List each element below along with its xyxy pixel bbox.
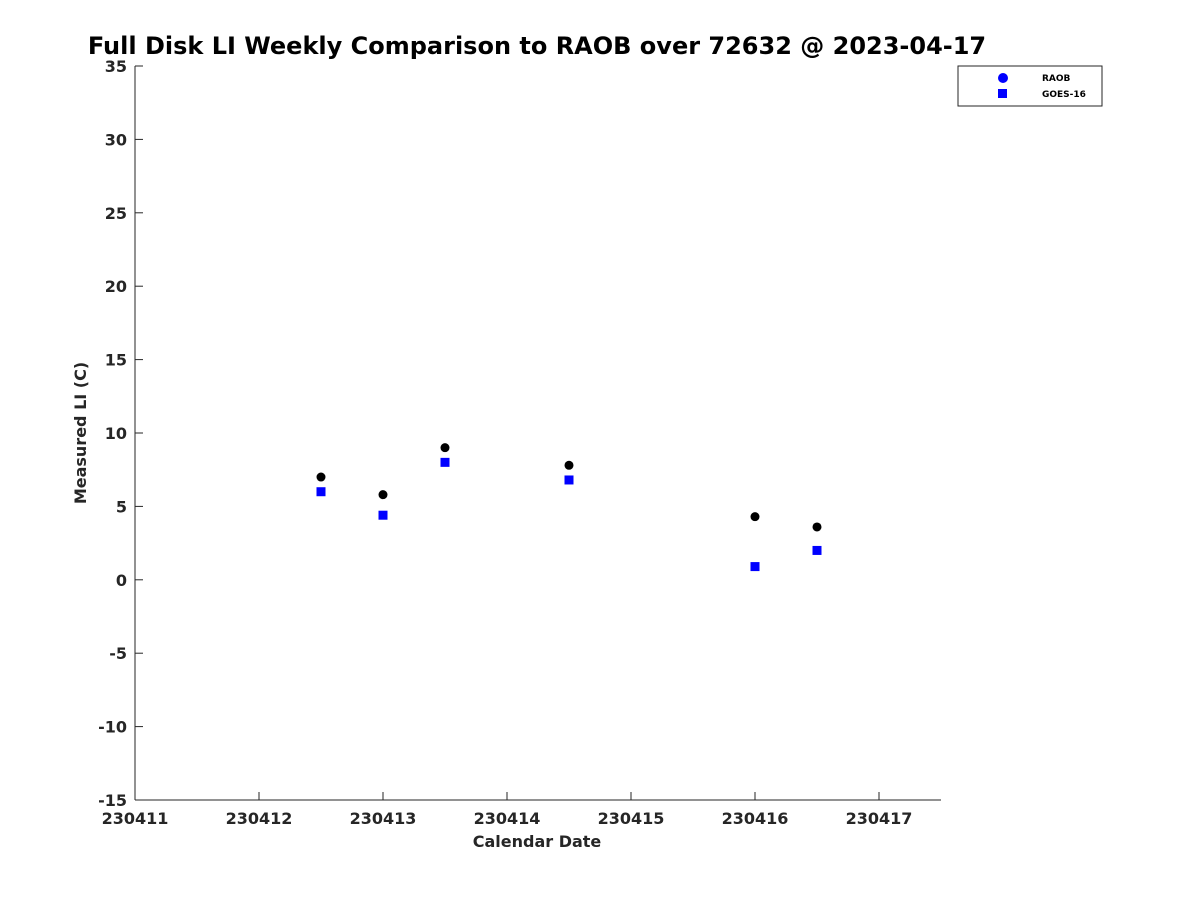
raob-point bbox=[750, 512, 760, 522]
y-tick-label: 15 bbox=[105, 351, 127, 370]
raob-point bbox=[440, 443, 450, 453]
goes-16-point bbox=[564, 475, 574, 485]
x-tick-label: 230416 bbox=[722, 809, 789, 828]
legend-label-raob: RAOB bbox=[1042, 74, 1071, 84]
goes-16-point bbox=[378, 510, 388, 520]
x-axis-label: Calendar Date bbox=[473, 832, 602, 851]
y-tick-label: 5 bbox=[116, 497, 127, 516]
goes-16-point bbox=[750, 562, 760, 572]
y-tick-label: -10 bbox=[98, 718, 127, 737]
goes-16-point bbox=[316, 487, 326, 497]
x-tick-label: 230415 bbox=[598, 809, 665, 828]
x-tick-label: 230413 bbox=[350, 809, 417, 828]
raob-point bbox=[316, 472, 326, 482]
legend-marker-raob bbox=[998, 73, 1008, 83]
legend-marker-goes-16 bbox=[998, 89, 1007, 98]
y-tick-label: 0 bbox=[116, 571, 127, 590]
y-axis-label: Measured LI (C) bbox=[71, 362, 90, 504]
y-tick-label: 30 bbox=[105, 130, 127, 149]
legend-label-goes-16: GOES-16 bbox=[1042, 90, 1086, 100]
raob-point bbox=[564, 460, 574, 470]
goes-16-point bbox=[440, 457, 450, 467]
x-ticks: 230411 230412 230413 230414 230415 230416 2304… bbox=[102, 792, 913, 828]
x-tick-label: 230417 bbox=[846, 809, 913, 828]
x-tick-label: 230411 bbox=[102, 809, 169, 828]
raob-point bbox=[378, 490, 388, 500]
legend: RAOB GOES-16 bbox=[957, 65, 1103, 107]
goes-16-point bbox=[812, 545, 822, 555]
y-tick-label: 20 bbox=[105, 277, 127, 296]
y-ticks: 35 30 25 20 15 10 5 0 -5 -10 -15 bbox=[98, 57, 143, 810]
chart-title: Full Disk LI Weekly Comparison to RAOB o… bbox=[88, 32, 986, 60]
x-tick-label: 230412 bbox=[226, 809, 293, 828]
x-tick-label: 230414 bbox=[474, 809, 541, 828]
y-tick-label: -15 bbox=[98, 791, 127, 810]
data-points bbox=[316, 443, 822, 572]
plot-axes bbox=[134, 66, 941, 801]
y-tick-label: 10 bbox=[105, 424, 127, 443]
y-tick-label: 35 bbox=[105, 57, 127, 76]
y-tick-label: -5 bbox=[109, 644, 127, 663]
raob-point bbox=[812, 522, 822, 532]
y-tick-label: 25 bbox=[105, 204, 127, 223]
legend-box bbox=[957, 65, 1103, 107]
